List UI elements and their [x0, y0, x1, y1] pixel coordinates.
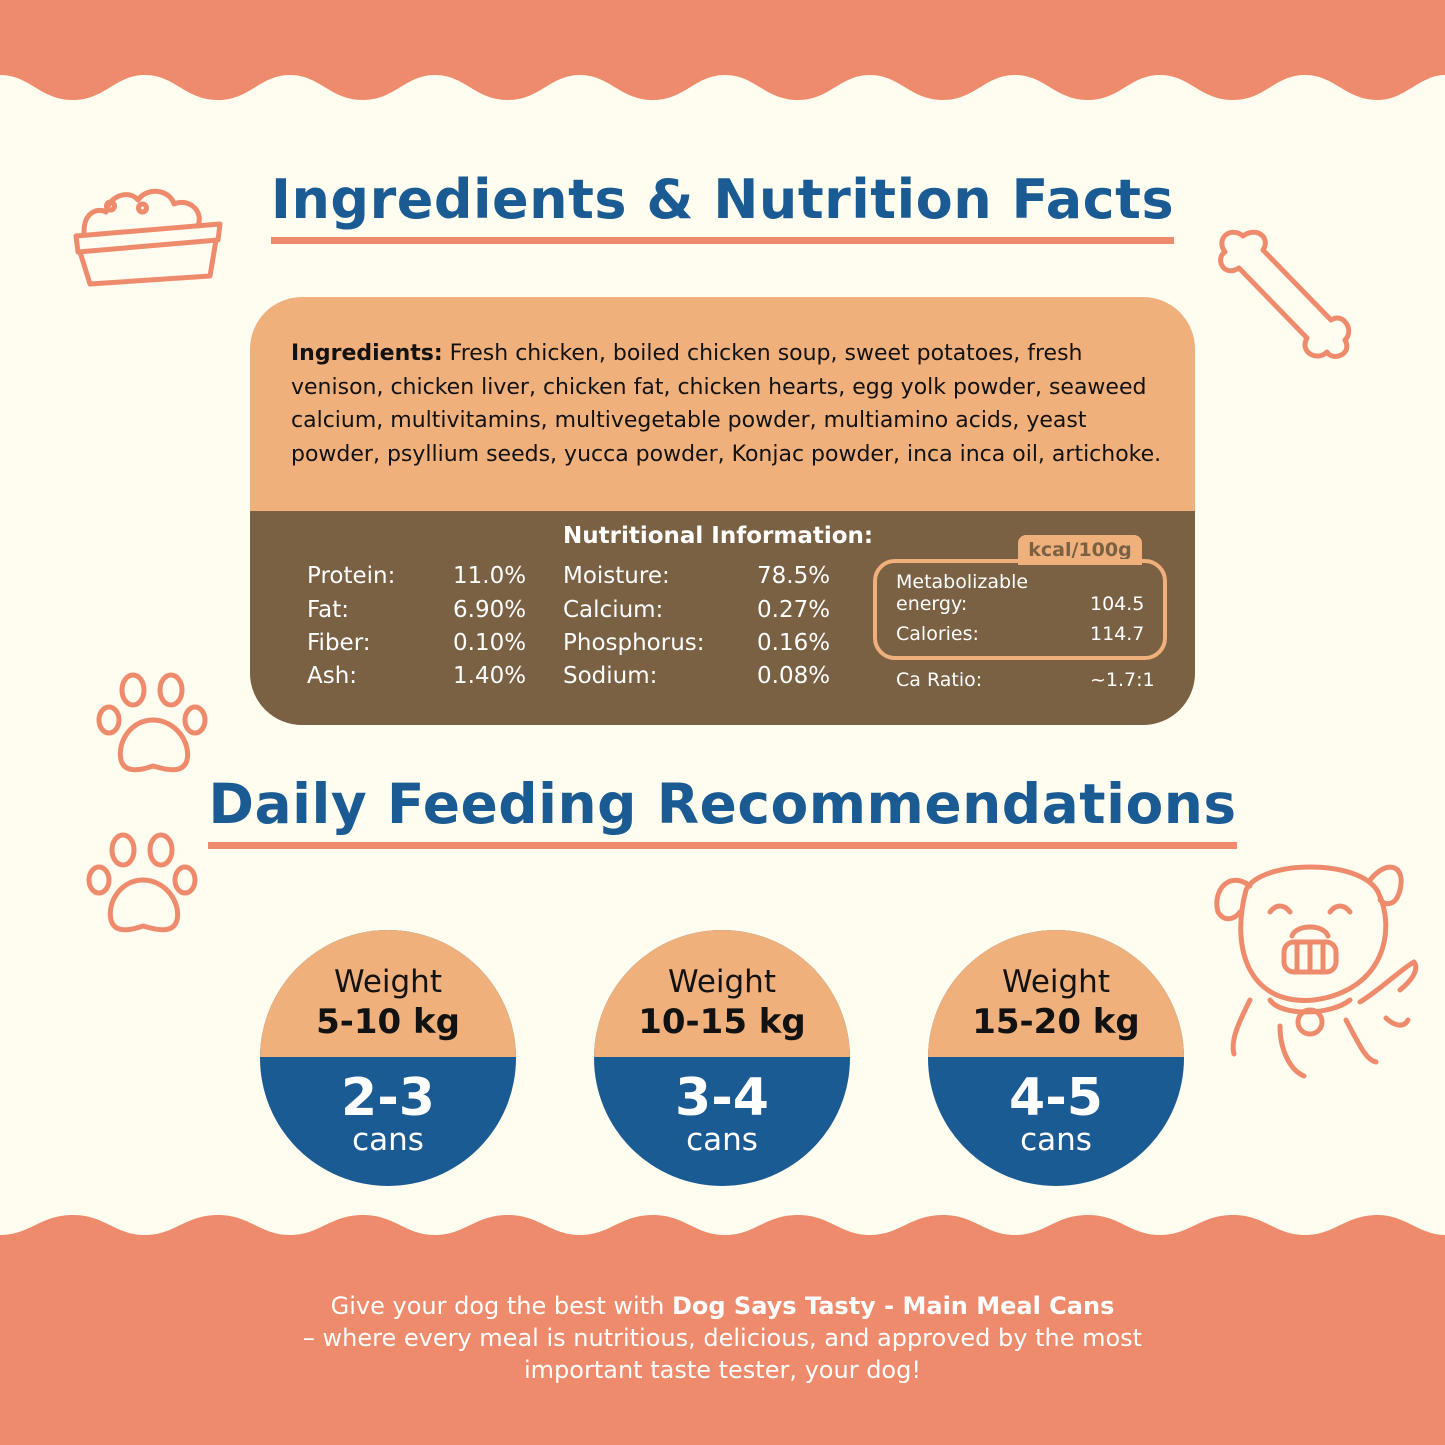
- happy-dog-icon: [1214, 864, 1419, 1079]
- nutrient-name: Ash:: [307, 663, 358, 689]
- metabolizable-value: 104.5: [1090, 593, 1145, 615]
- cans-count: 3-4: [675, 1068, 769, 1128]
- top-wave: [0, 0, 1445, 100]
- feeding-circle-15-20kg: Weight 15-20 kg 4-5 cans: [928, 930, 1184, 1186]
- weight-label: Weight: [1001, 964, 1110, 1000]
- feeding-circle-5-10kg: Weight 5-10 kg 2-3 cans: [260, 930, 516, 1186]
- footer-intro: Give your dog the best with: [330, 1292, 672, 1320]
- nutrition-panel: Nutritional Information: Protein: 11.0% …: [250, 511, 1195, 725]
- metabolizable-label-2: energy:: [896, 593, 968, 615]
- nutrient-name: Calcium:: [563, 597, 664, 623]
- calories-value: 114.7: [1090, 623, 1145, 645]
- nutrient-name: Moisture:: [563, 563, 670, 589]
- bone-icon: [1218, 229, 1352, 359]
- circle-top-half: [260, 930, 516, 1057]
- nutrient-name: Fiber:: [307, 630, 371, 656]
- paw-icon: [86, 832, 198, 933]
- metabolizable-label: Metabolizable: [896, 571, 1029, 593]
- weight-range: 10-15 kg: [638, 1002, 806, 1042]
- nutrient-value: 0.10%: [453, 630, 527, 656]
- cans-unit: cans: [352, 1122, 424, 1158]
- energy-box: Metabolizable energy: 104.5 Calories: 11…: [873, 559, 1167, 660]
- dog-bowl-icon: [73, 188, 223, 287]
- nutrient-name: Fat:: [307, 597, 349, 623]
- nutrient-name: Sodium:: [563, 663, 658, 689]
- cans-unit: cans: [1020, 1122, 1092, 1158]
- nutrient-value: 6.90%: [453, 597, 527, 623]
- ca-ratio-label: Ca Ratio:: [896, 669, 983, 691]
- ca-ratio-value: ~1.7:1: [1090, 669, 1155, 691]
- nutrient-name: Protein:: [307, 563, 396, 589]
- ingredients-label: Ingredients:: [291, 341, 443, 366]
- circle-top-half: [928, 930, 1184, 1057]
- weight-range: 15-20 kg: [972, 1002, 1140, 1042]
- ingredients-list: Fresh chicken, boiled chicken soup, swee…: [291, 341, 1162, 467]
- nutrient-value: 1.40%: [453, 663, 527, 689]
- circle-top-half: [594, 930, 850, 1057]
- paw-icon: [96, 672, 208, 773]
- nutrient-value: 11.0%: [453, 563, 527, 589]
- cans-unit: cans: [686, 1122, 758, 1158]
- calories-label: Calories:: [896, 623, 979, 645]
- footer-text: Give your dog the best with Dog Says Tas…: [240, 1290, 1205, 1386]
- feeding-circle-10-15kg: Weight 10-15 kg 3-4 cans: [594, 930, 850, 1186]
- weight-label: Weight: [667, 964, 776, 1000]
- daily-feeding-title: Daily Feeding Recommendations: [0, 772, 1445, 849]
- ingredients-text: Ingredients: Fresh chicken, boiled chick…: [291, 337, 1171, 471]
- nutrient-value: 0.16%: [757, 630, 831, 656]
- cans-count: 4-5: [1009, 1068, 1103, 1128]
- ingredients-nutrition-card: Ingredients: Fresh chicken, boiled chick…: [250, 297, 1195, 725]
- weight-range: 5-10 kg: [316, 1002, 460, 1042]
- bottom-wave: [0, 1215, 1445, 1445]
- nutrient-value: 78.5%: [757, 563, 831, 589]
- nutrient-value: 0.27%: [757, 597, 831, 623]
- nutrient-name: Phosphorus:: [563, 630, 705, 656]
- nutrition-title: Nutritional Information:: [563, 523, 874, 549]
- ingredients-nutrition-title: Ingredients & Nutrition Facts: [0, 168, 1445, 244]
- footer-brand: Dog Says Tasty - Main Meal Cans: [671, 1292, 1115, 1320]
- nutrient-value: 0.08%: [757, 663, 831, 689]
- footer-tagline: – where every meal is nutritious, delici…: [302, 1324, 1143, 1384]
- weight-label: Weight: [333, 964, 442, 1000]
- cans-count: 2-3: [341, 1068, 435, 1128]
